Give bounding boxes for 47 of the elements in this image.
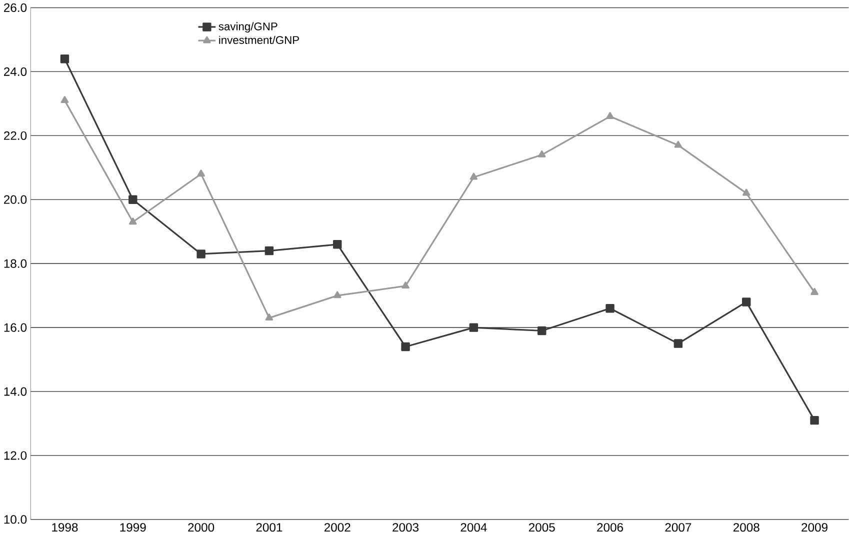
x-tick-label: 2008	[733, 523, 760, 532]
x-tick-label: 1999	[120, 523, 146, 532]
point	[196, 250, 206, 258]
point	[128, 218, 137, 225]
point	[264, 246, 274, 256]
x-tick-label: 2002	[324, 523, 350, 532]
point	[674, 339, 683, 348]
y-tick-label: 10.0	[4, 515, 27, 524]
point	[606, 112, 614, 119]
x-tick-label: 2004	[460, 523, 487, 532]
y-tick-label: 12.0	[4, 451, 27, 460]
point	[538, 326, 546, 336]
y-tick-label: 20.0	[4, 195, 27, 204]
y-tick-label: 26.0	[4, 3, 27, 12]
y-tick-label: 18.0	[4, 259, 27, 268]
point	[128, 195, 138, 204]
x-tick-label: 1998	[52, 523, 78, 532]
point	[810, 416, 819, 425]
point	[742, 188, 750, 196]
y-tick-label: 14.0	[4, 387, 27, 396]
x-tick-label: 2006	[597, 523, 624, 532]
point	[742, 298, 751, 306]
x-tick-label: 2009	[802, 523, 828, 532]
point	[60, 96, 69, 104]
point	[265, 314, 274, 321]
point	[401, 342, 410, 352]
point	[606, 304, 614, 313]
point	[674, 140, 682, 148]
point	[197, 170, 205, 177]
point	[470, 172, 478, 180]
x-tick-label: 2003	[392, 523, 419, 532]
x-tick-label: 2000	[188, 523, 214, 532]
legend-label: saving/GNP	[218, 22, 278, 33]
point	[538, 150, 546, 158]
x-tick-label: 2001	[256, 523, 282, 532]
y-tick-label: 24.0	[4, 67, 27, 76]
legend-label: investment/GNP	[219, 36, 299, 44]
point	[333, 291, 342, 298]
point	[333, 240, 342, 249]
point	[402, 282, 410, 289]
x-tick-label: 2007	[665, 523, 692, 532]
point	[810, 288, 818, 295]
point	[60, 54, 70, 64]
y-tick-label: 22.0	[4, 131, 27, 140]
y-tick-label: 16.0	[4, 323, 27, 332]
x-tick-label: 2005	[528, 523, 555, 532]
point	[469, 323, 478, 332]
